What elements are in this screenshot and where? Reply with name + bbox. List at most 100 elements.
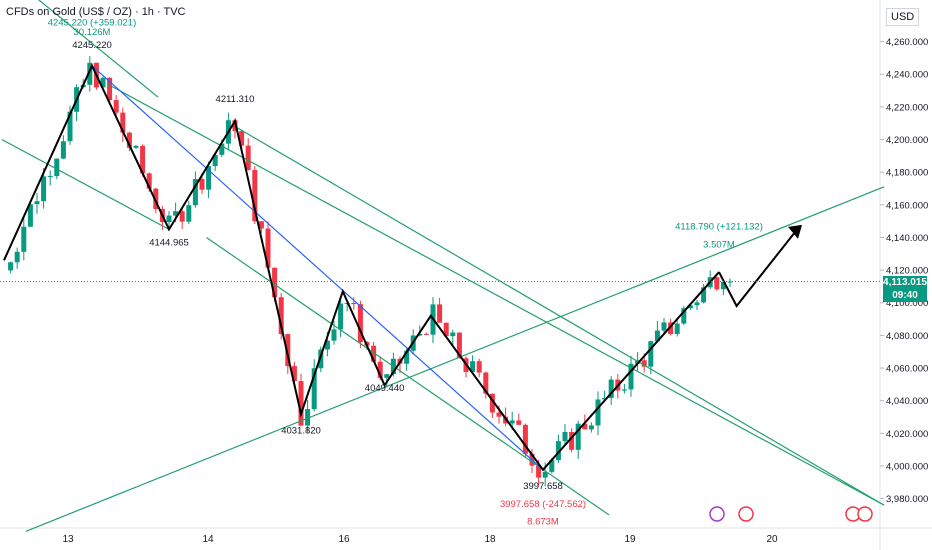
candle-body: [206, 166, 212, 190]
candle-body: [509, 420, 515, 424]
candle-body: [324, 340, 330, 350]
candle-body: [536, 465, 542, 478]
candle-body: [542, 471, 548, 478]
last-price-value: 4,113.015: [883, 277, 927, 288]
annotations: 4245.220 (+359.021)30.126M 4245.220 4211.3…: [48, 17, 763, 527]
price-annotation: 4144.965: [149, 238, 189, 249]
candle-body: [668, 322, 674, 334]
candle-body: [278, 297, 284, 335]
y-axis: 3,980.000 4,000.000 4,020.000 4,040.000 4,06…: [880, 37, 928, 505]
channel-line: [25, 186, 885, 532]
candle-body: [126, 132, 132, 148]
y-tick-label: 4,220.000: [886, 102, 928, 113]
candle-body: [489, 393, 495, 413]
channel-line: [37, 0, 159, 98]
candle-body: [423, 333, 429, 335]
channel-line: [234, 125, 885, 506]
candle-body: [727, 281, 733, 283]
y-tick-label: 4,240.000: [886, 70, 928, 81]
y-tick-label: 4,120.000: [886, 266, 928, 277]
y-tick-label: 4,200.000: [886, 135, 928, 146]
candle-body: [41, 176, 47, 202]
y-tick-label: 4,020.000: [886, 429, 928, 440]
x-tick-label: 16: [338, 534, 350, 545]
price-annotation: 3.507M: [703, 239, 735, 250]
drawing-lines: [0, 0, 885, 532]
candle-body: [694, 302, 700, 306]
candle-body: [291, 366, 297, 382]
price-annotation: 8.673M: [527, 517, 559, 528]
candle-body: [60, 141, 66, 159]
candle-body: [621, 389, 627, 391]
y-tick-label: 4,180.000: [886, 168, 928, 179]
price-annotation: 4118.790 (+121.132): [675, 221, 763, 232]
candle-body: [27, 204, 33, 227]
candle-body: [153, 188, 159, 210]
price-annotation: 4049.440: [365, 383, 405, 394]
price-annotation: 4211.310: [216, 94, 255, 105]
candle-body: [239, 131, 245, 146]
candle-body: [285, 334, 291, 367]
candle-body: [456, 332, 462, 359]
price-annotation: 30.126M: [74, 27, 111, 38]
event-icon: [709, 506, 725, 522]
candle-body: [272, 267, 278, 298]
x-tick-label: 13: [62, 534, 74, 545]
candle-body: [54, 158, 60, 177]
candle-body: [674, 323, 680, 334]
candle-body: [305, 409, 311, 426]
candle-body: [245, 145, 251, 170]
y-tick-label: 4,160.000: [886, 200, 928, 211]
price-annotation: 4245.220: [72, 40, 112, 51]
candle-body: [311, 368, 317, 410]
candle-body: [258, 221, 264, 229]
candle-body: [602, 398, 608, 400]
candle-body: [549, 460, 555, 472]
candle-body: [120, 112, 126, 133]
candle-body: [384, 374, 390, 378]
y-tick-label: 4,080.000: [886, 331, 928, 342]
x-tick-label: 14: [202, 534, 214, 545]
candle-body: [166, 215, 172, 223]
candle-body: [496, 412, 502, 417]
candle-body: [338, 303, 344, 330]
candle-body: [661, 322, 667, 331]
candle-body: [219, 143, 225, 155]
candle-body: [357, 304, 363, 343]
projection-path: [718, 230, 797, 308]
candle-body: [582, 423, 588, 430]
candle-body: [173, 211, 179, 216]
projection-arrowhead: [788, 224, 802, 239]
candle-body: [608, 379, 614, 399]
candle-body: [450, 332, 456, 337]
candle-body: [133, 145, 139, 148]
y-tick-label: 3,980.000: [886, 494, 928, 505]
candle-body: [522, 424, 528, 454]
candle-body: [34, 201, 40, 205]
candle-body: [8, 262, 14, 271]
candle-body: [252, 169, 258, 222]
candle-body: [569, 431, 575, 450]
candle-body: [595, 399, 601, 426]
candle-body: [113, 100, 119, 113]
currency-label[interactable]: USD: [886, 8, 920, 26]
candle-body: [641, 360, 647, 367]
candle-body: [192, 179, 198, 206]
event-icons: [709, 506, 873, 522]
candle-body: [331, 329, 337, 341]
candle-body: [476, 361, 482, 373]
candle-body: [687, 305, 693, 309]
x-tick-label: 20: [766, 534, 778, 545]
price-annotation: 4031.820: [281, 425, 321, 436]
candle-body: [107, 77, 113, 101]
x-tick-label: 19: [624, 534, 636, 545]
candle-body: [681, 308, 687, 324]
x-tick-label: 18: [484, 534, 496, 545]
y-tick-label: 4,060.000: [886, 364, 928, 375]
zigzag-pattern: [3, 63, 720, 472]
candle-body: [21, 226, 27, 252]
candle-body: [720, 281, 726, 290]
price-annotation: 4245.220 (+359.021): [48, 17, 136, 28]
